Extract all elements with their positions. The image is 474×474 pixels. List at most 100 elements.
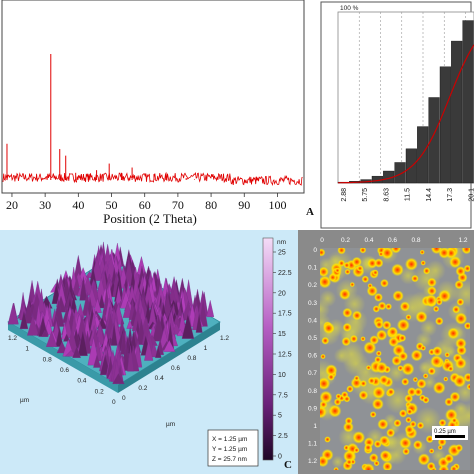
afm-map-grain <box>407 387 417 397</box>
afm-map-blob <box>320 299 331 320</box>
afm-map-grain <box>428 448 435 454</box>
afm-map-top-tick: 0 <box>320 237 324 244</box>
afm-map-grain <box>374 320 384 329</box>
afm-map-top-tick: 0.2 <box>341 237 350 244</box>
afm-peak <box>152 314 165 342</box>
afm-map-grain <box>344 268 351 275</box>
afm-map-grain <box>321 336 330 345</box>
afm-map-left-tick: 0.4 <box>308 317 317 324</box>
afm-map-grain <box>353 447 360 454</box>
afm-map-grain <box>463 322 470 330</box>
afm-map-grain <box>438 248 450 259</box>
afm-peak <box>55 327 64 347</box>
afm-map-grain <box>363 341 377 355</box>
afm-map-grain <box>406 408 414 416</box>
afm-map-left-tick: 1 <box>313 423 317 430</box>
xrd-pattern-line <box>2 171 303 187</box>
afm-map-blob <box>454 401 468 416</box>
afm-map-grain <box>444 397 454 407</box>
afm-map-grain <box>404 257 418 271</box>
afm-map-grain <box>387 326 398 338</box>
afm-map-grain <box>375 350 382 357</box>
afm-peak <box>72 346 81 358</box>
afm-map-grain <box>362 463 375 470</box>
afm-axis-left-tick: 0.8 <box>43 356 52 363</box>
afm-axis-right-tick: 0.4 <box>155 375 164 382</box>
afm-map-grain <box>444 352 450 358</box>
afm-peak <box>144 339 154 361</box>
panel-c-letter: C <box>284 459 292 471</box>
afm-map-grain <box>402 447 410 456</box>
afm-map-grain <box>422 267 431 275</box>
histogram-bar <box>394 162 406 184</box>
afm-map-left-tick: 1.2 <box>308 458 317 465</box>
afm-map-grain <box>344 417 353 426</box>
afm-map-grain <box>424 294 438 307</box>
afm-map-grain <box>358 390 369 401</box>
afm-map-grain <box>466 383 470 391</box>
afm-map-grain <box>320 405 327 419</box>
afm-map-grain <box>422 373 429 379</box>
afm-map-grain <box>378 374 390 386</box>
xrd-tick-label: 70 <box>172 198 184 212</box>
afm-map-grain <box>385 303 393 311</box>
afm-map-grain <box>426 461 436 470</box>
afm-map-grain <box>453 374 467 388</box>
afm-map-grain <box>415 310 428 323</box>
afm-map-grain <box>371 398 384 410</box>
afm-map-top-tick: 0.6 <box>388 237 397 244</box>
afm-map-grain <box>438 289 451 303</box>
xrd-x-axis-label: Position (2 Theta) <box>103 211 197 226</box>
afm-map-grain <box>456 298 465 306</box>
afm-axis-left-tick: 1.2 <box>8 335 17 342</box>
afm-map-grain <box>363 443 373 452</box>
histogram-tick-label: 11.5 <box>405 188 412 201</box>
afm-map-grain <box>320 248 326 257</box>
xrd-tick-label: 50 <box>106 198 118 212</box>
afm-map-grain <box>374 258 384 268</box>
afm-map-left-tick: 0.3 <box>308 300 317 307</box>
afm-peak <box>206 300 215 318</box>
afm-map-grain <box>461 248 470 255</box>
afm-map-grain <box>361 275 370 283</box>
afm-map-grain <box>435 298 443 306</box>
histogram-x-ticks: 2.88 5.75 8.63 11.5 14.4 17.3 20.1 <box>341 188 474 202</box>
afm-map-grain <box>430 355 443 368</box>
histogram-bar <box>462 20 474 184</box>
afm-map-left-tick: 0.6 <box>308 353 317 360</box>
afm-peak <box>41 329 49 337</box>
afm-map-grain <box>377 418 389 430</box>
afm-axis-right-tick: 1 <box>204 345 208 352</box>
afm-map-grain <box>343 261 351 269</box>
panel-a-xrd: 20 30 40 50 60 70 80 90 100 Position (2 Theta) A <box>0 0 316 230</box>
afm-axis-right-unit: µm <box>166 421 175 428</box>
afm-map-grain <box>374 292 383 302</box>
afm-colorbar-tick-label: 17.5 <box>278 311 292 318</box>
afm-map-grain <box>320 390 333 404</box>
afm-peak <box>46 330 58 347</box>
afm-map-grain <box>412 376 419 383</box>
afm-map-grain <box>359 248 367 254</box>
afm-map-grain <box>382 320 392 330</box>
afm-map-blob <box>331 455 345 469</box>
afm-map-grain <box>422 396 430 404</box>
afm-map-grain <box>393 419 402 428</box>
afm-map-grain <box>398 334 407 342</box>
afm-map-grain <box>390 248 402 254</box>
afm-map-grain <box>413 387 423 397</box>
afm-map-left-tick: 0.2 <box>308 282 317 289</box>
afm-peak <box>23 301 34 324</box>
afm-map-grain <box>447 327 460 340</box>
afm-peak <box>127 345 134 372</box>
afm-map-grain <box>382 461 393 470</box>
afm-map-grain <box>346 385 354 393</box>
afm-map-left-tick: 0 <box>313 247 317 254</box>
afm-readout-box <box>207 429 259 467</box>
afm-map-grain <box>367 376 376 385</box>
afm-map-grain <box>359 380 367 388</box>
afm-map-grain <box>320 353 326 360</box>
xrd-tick-label: 90 <box>238 198 250 212</box>
afm-map-grain <box>379 435 390 447</box>
afm-map-grain <box>450 465 458 470</box>
histogram-tick-label: 2.88 <box>341 188 348 202</box>
